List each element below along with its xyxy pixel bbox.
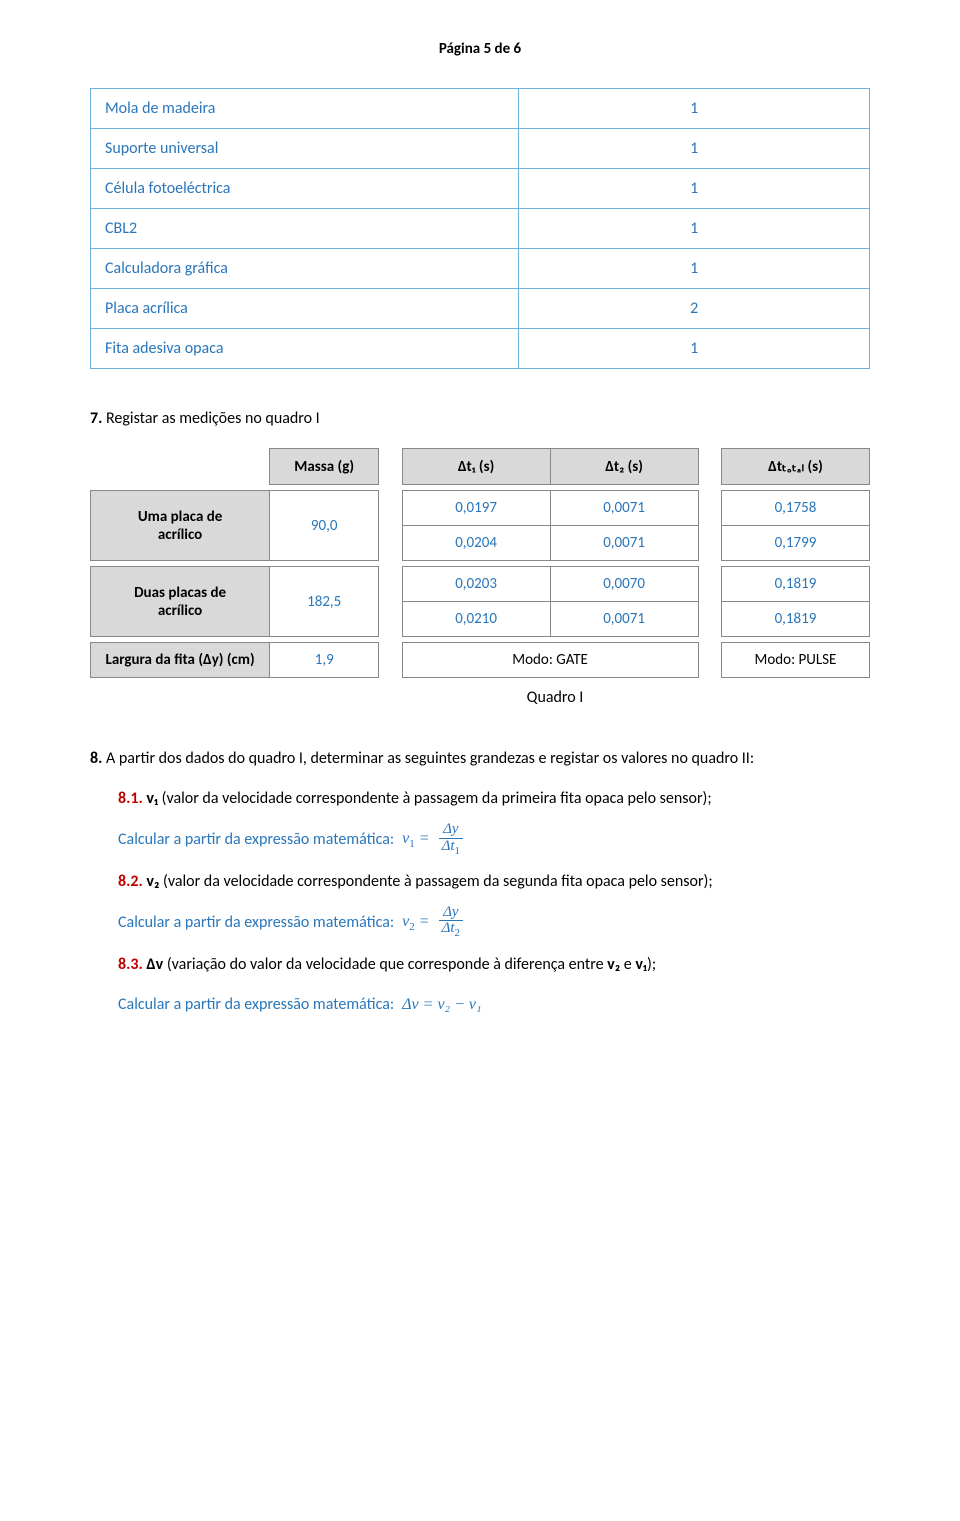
mid-text: e: [620, 955, 635, 974]
equipment-qty: 1: [519, 209, 870, 249]
section-number: 7.: [90, 409, 102, 428]
calc-prefix: Calcular a partir da expressão matemátic…: [118, 906, 394, 940]
frac-num: Δy: [439, 822, 462, 839]
section-title-text: Registar as medições no quadro I: [106, 409, 320, 428]
intro-text: A partir dos dados do quadro I, determin…: [106, 749, 754, 768]
col-dt2: Δt₂ (s): [550, 449, 698, 485]
equipment-qty: 2: [519, 289, 870, 329]
equipment-label: Suporte universal: [91, 129, 519, 169]
rowhead-largura: Largura da fita (Δy) (cm): [91, 643, 270, 678]
subsection-number: 8.2.: [118, 872, 143, 891]
eq-text: Δv = v₂ − v₁: [402, 988, 481, 1022]
calc-prefix: Calcular a partir da expressão matemátic…: [118, 823, 394, 857]
data-cell: 0,0071: [550, 526, 698, 561]
calc-line-8-1: Calcular a partir da expressão matemátic…: [90, 822, 870, 857]
subsection-number: 8.3.: [118, 955, 143, 974]
equipment-label: Fita adesiva opaca: [91, 329, 519, 369]
equipment-table: Mola de madeira 1 Suporte universal 1 Cé…: [90, 88, 870, 369]
subsection-number: 8.1.: [118, 789, 143, 808]
data-cell: 0,0070: [550, 567, 698, 602]
section-8-intro: 8. A partir dos dados do quadro I, deter…: [90, 741, 870, 776]
equipment-label: Mola de madeira: [91, 89, 519, 129]
table-row: Uma placa de acrílico 90,0 0,0197 0,0071…: [91, 491, 870, 526]
equipment-label: Placa acrílica: [91, 289, 519, 329]
bold-term: v₁: [635, 955, 647, 974]
massa-uma: 90,0: [270, 491, 379, 561]
col-massa: Massa (g): [270, 449, 379, 485]
tail-text: );: [647, 955, 656, 974]
sub-text: (variação do valor da velocidade que cor…: [163, 955, 607, 974]
sub-text: (valor da velocidade correspondente à pa…: [159, 872, 712, 891]
sub-text: (valor da velocidade correspondente à pa…: [158, 789, 712, 808]
rowhead-line: acrílico: [158, 602, 202, 620]
subsection-8-2: 8.2. v₂ (valor da velocidade corresponde…: [90, 865, 870, 899]
data-cell: 0,0210: [402, 602, 550, 637]
equipment-qty: 1: [519, 89, 870, 129]
table-row: Mola de madeira 1: [91, 89, 870, 129]
rowhead-line: acrílico: [158, 526, 202, 544]
calc-line-8-3: Calcular a partir da expressão matemátic…: [90, 988, 870, 1022]
table-row: Suporte universal 1: [91, 129, 870, 169]
equipment-qty: 1: [519, 169, 870, 209]
equipment-label: CBL2: [91, 209, 519, 249]
bold-term: v₁: [146, 789, 158, 808]
subsection-8-3: 8.3. Δv (variação do valor da velocidade…: [90, 948, 870, 982]
table-row: Calculadora gráfica 1: [91, 249, 870, 289]
data-cell: 0,1758: [721, 491, 869, 526]
col-dttotal: Δtₜₒₜₐₗ (s): [721, 449, 869, 485]
data-table: Massa (g) Δt₁ (s) Δt₂ (s) Δtₜₒₜₐₗ (s) Um…: [90, 448, 870, 678]
fraction-icon: Δy Δt2: [438, 905, 464, 940]
equipment-label: Célula fotoeléctrica: [91, 169, 519, 209]
table-row: Placa acrílica 2: [91, 289, 870, 329]
equipment-qty: 1: [519, 249, 870, 289]
col-dt1: Δt₁ (s): [402, 449, 550, 485]
table-caption: Quadro I: [90, 688, 870, 707]
equipment-label: Calculadora gráfica: [91, 249, 519, 289]
data-cell: 0,0204: [402, 526, 550, 561]
eq-lhs: v1 =: [402, 822, 429, 856]
calc-line-8-2: Calcular a partir da expressão matemátic…: [90, 905, 870, 940]
page-header: Página 5 de 6: [90, 40, 870, 58]
bold-term: Δv: [146, 955, 163, 974]
data-cell: 0,1819: [721, 602, 869, 637]
bold-term: v₂: [146, 872, 159, 891]
rowhead-duas: Duas placas de acrílico: [91, 567, 270, 637]
rowhead-line: Uma placa de: [138, 508, 223, 526]
mode-gate: Modo: GATE: [402, 643, 698, 678]
massa-duas: 182,5: [270, 567, 379, 637]
fraction-icon: Δy Δt1: [438, 822, 464, 857]
equipment-qty: 1: [519, 329, 870, 369]
frac-den: Δt2: [438, 921, 464, 940]
data-cell: 0,1819: [721, 567, 869, 602]
frac-den: Δt1: [438, 839, 464, 858]
data-cell: 0,0197: [402, 491, 550, 526]
bold-term: v₂: [607, 955, 620, 974]
table-row: Largura da fita (Δy) (cm) 1,9 Modo: GATE…: [91, 643, 870, 678]
frac-num: Δy: [439, 905, 462, 922]
section-number: 8.: [90, 749, 102, 768]
table-row: Duas placas de acrílico 182,5 0,0203 0,0…: [91, 567, 870, 602]
table-row: Célula fotoeléctrica 1: [91, 169, 870, 209]
table-row: Massa (g) Δt₁ (s) Δt₂ (s) Δtₜₒₜₐₗ (s): [91, 449, 870, 485]
mode-pulse: Modo: PULSE: [721, 643, 869, 678]
data-cell: 0,0071: [550, 602, 698, 637]
section-7-title: 7. Registar as medições no quadro I: [90, 409, 870, 428]
equipment-qty: 1: [519, 129, 870, 169]
data-cell: 0,1799: [721, 526, 869, 561]
table-row: Fita adesiva opaca 1: [91, 329, 870, 369]
rowhead-line: Duas placas de: [134, 584, 226, 602]
table-row: CBL2 1: [91, 209, 870, 249]
data-cell: 0,0071: [550, 491, 698, 526]
calc-prefix: Calcular a partir da expressão matemátic…: [118, 988, 394, 1022]
largura-val: 1,9: [270, 643, 379, 678]
subsection-8-1: 8.1. v₁ (valor da velocidade corresponde…: [90, 782, 870, 816]
data-cell: 0,0203: [402, 567, 550, 602]
eq-lhs: v2 =: [402, 905, 429, 939]
rowhead-uma: Uma placa de acrílico: [91, 491, 270, 561]
section-8: 8. A partir dos dados do quadro I, deter…: [90, 741, 870, 1021]
page: Página 5 de 6 Mola de madeira 1 Suporte …: [0, 0, 960, 1089]
